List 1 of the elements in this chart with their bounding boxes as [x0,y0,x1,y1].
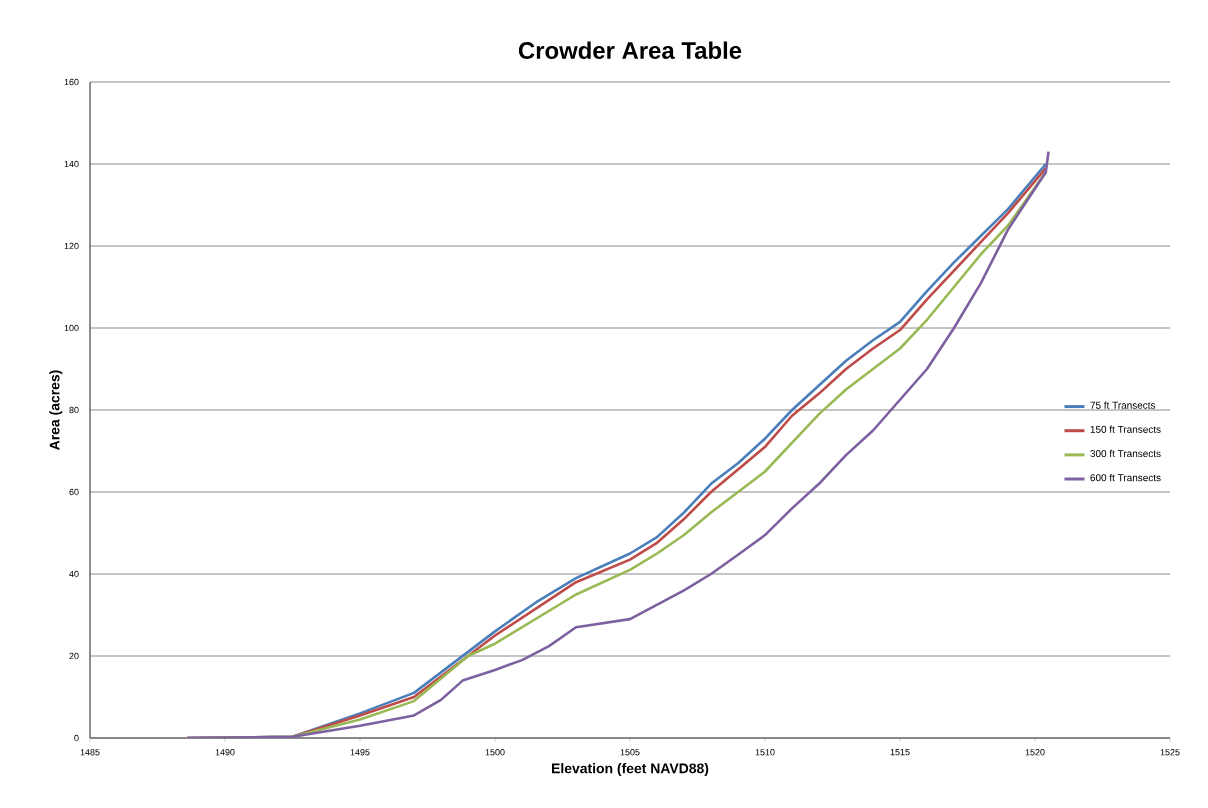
chart-title: Crowder Area Table [518,41,742,59]
